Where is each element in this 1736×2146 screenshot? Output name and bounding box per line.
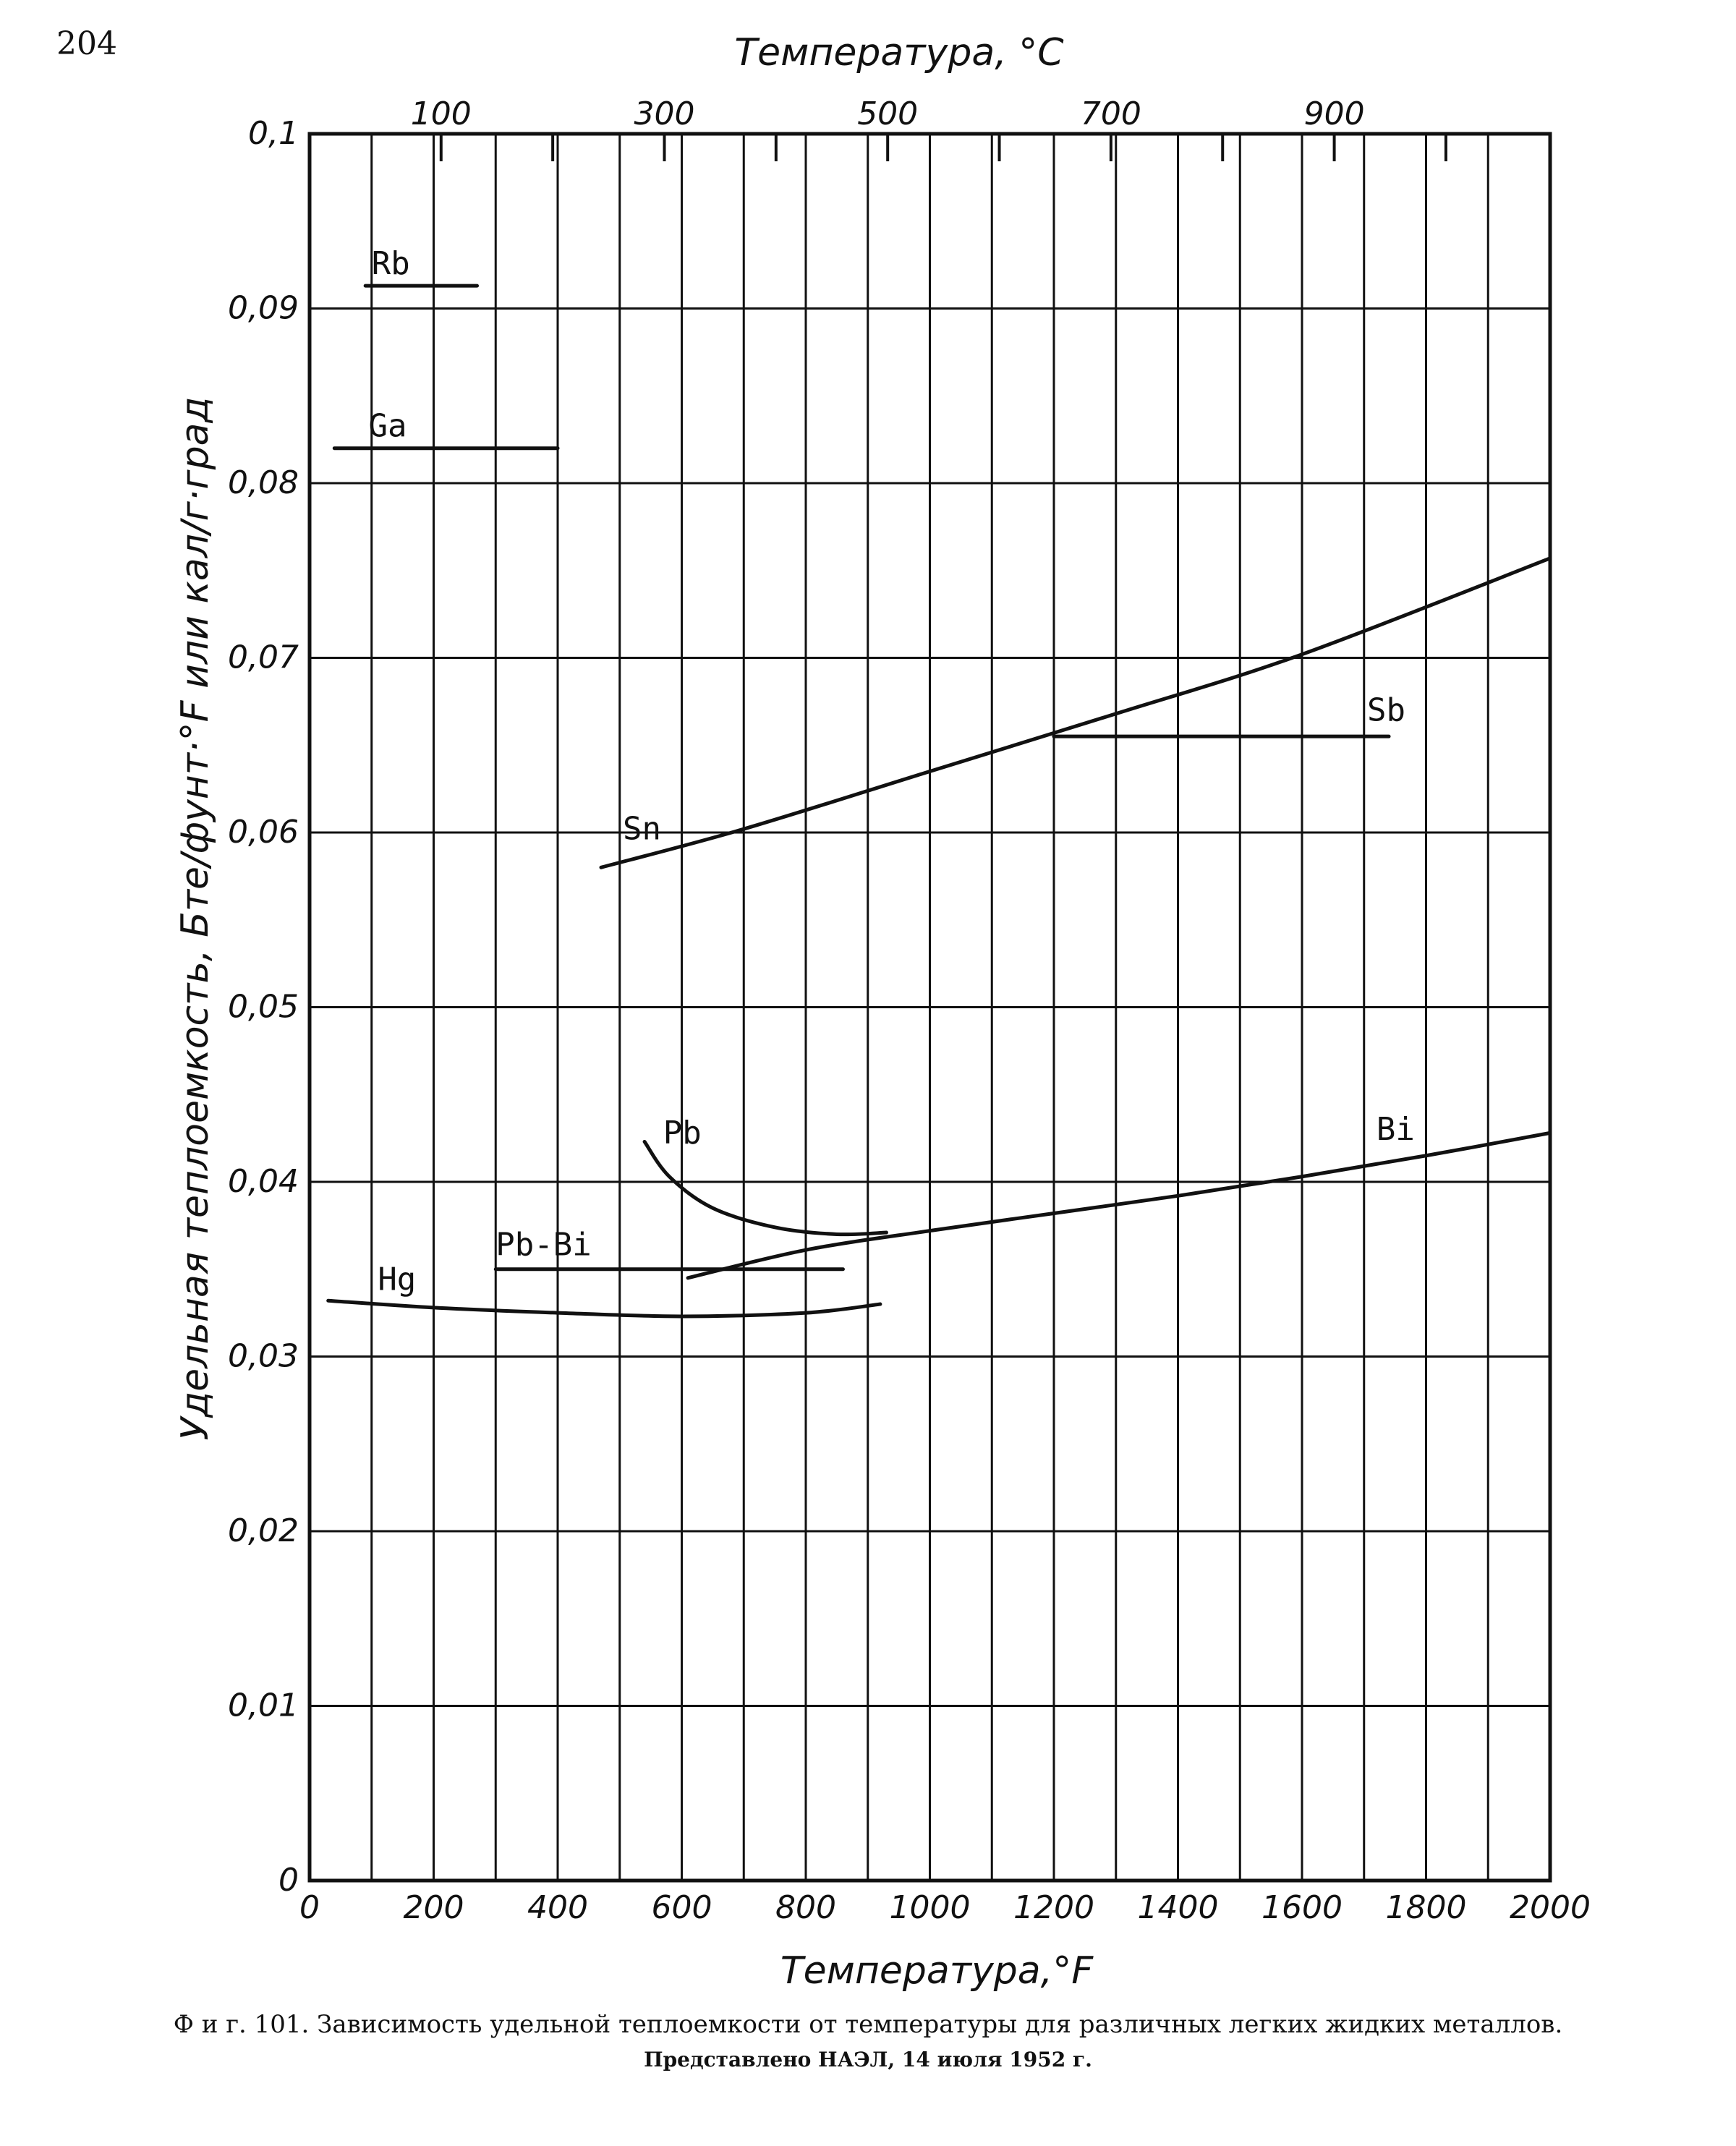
y-tick-label: 0,07 bbox=[228, 639, 299, 676]
y-tick-label: 0,01 bbox=[228, 1687, 299, 1724]
x-tick-label: 1800 bbox=[1386, 1889, 1467, 1926]
series-line-sn bbox=[599, 556, 1552, 869]
y-tick-label: 0,02 bbox=[228, 1512, 299, 1549]
x-tick-labels: 0 200 400 600 800 1000 1200 1400 1600 1800 2000 bbox=[299, 1889, 1591, 1926]
x2-tick-labels: 100 300 500 700 900 bbox=[411, 95, 1365, 132]
y-tick-label: 0,1 bbox=[248, 115, 299, 152]
figure-caption: Ф и г. 101. Зависимость удельной теплоем… bbox=[174, 2010, 1563, 2039]
top-axis-ticks bbox=[439, 134, 1447, 161]
x-tick-label: 400 bbox=[527, 1889, 588, 1926]
x-tick-label: 600 bbox=[652, 1889, 712, 1926]
x2-axis-title: Температура, °C bbox=[734, 31, 1064, 74]
y-tick-label: 0,06 bbox=[228, 814, 299, 851]
y-tick-label: 0,03 bbox=[228, 1338, 299, 1375]
x-tick-label: 200 bbox=[404, 1889, 464, 1926]
x-tick-label: 800 bbox=[775, 1889, 836, 1926]
grid bbox=[310, 134, 1550, 1881]
series-label-ga: Ga bbox=[368, 408, 407, 445]
x2-tick-label: 100 bbox=[411, 95, 472, 132]
x-tick-label: 0 bbox=[299, 1889, 320, 1926]
series-label-sb: Sb bbox=[1367, 691, 1405, 728]
page-number: 204 bbox=[56, 25, 117, 62]
x2-tick-label: 700 bbox=[1081, 95, 1141, 132]
series-label-rb: Rb bbox=[372, 245, 410, 282]
y-tick-label: 0 bbox=[278, 1862, 299, 1899]
y-tick-label: 0,09 bbox=[228, 290, 299, 327]
series-line-pb bbox=[642, 1139, 888, 1237]
x-tick-label: 1000 bbox=[890, 1889, 971, 1926]
figure-caption-note: Представлено НАЭЛ, 14 июля 1952 г. bbox=[644, 2048, 1092, 2072]
x-tick-label: 1200 bbox=[1013, 1889, 1094, 1926]
series-label-sn: Sn bbox=[623, 811, 661, 848]
series-label-bi: Bi bbox=[1377, 1111, 1415, 1148]
x-axis-title: Температура,°F bbox=[780, 1949, 1094, 1993]
series-label-pb: Pb bbox=[663, 1115, 702, 1151]
y-tick-label: 0,04 bbox=[228, 1163, 299, 1200]
x-tick-label: 1400 bbox=[1138, 1889, 1219, 1926]
series-line-bi bbox=[686, 1131, 1552, 1280]
series-line-hg bbox=[326, 1298, 882, 1319]
y-tick-label: 0,05 bbox=[228, 989, 299, 1026]
plot-frame bbox=[307, 132, 1552, 1883]
series-label-pb-bi: Pb-Bi bbox=[495, 1226, 591, 1263]
x-tick-label: 2000 bbox=[1510, 1889, 1591, 1926]
series-label-hg: Hg bbox=[378, 1261, 416, 1298]
y-axis-title: Удельная теплоемкость, Бте/фунт·°F или к… bbox=[174, 397, 217, 1441]
x2-tick-label: 300 bbox=[634, 95, 694, 132]
x-tick-label: 1600 bbox=[1261, 1889, 1343, 1926]
series-layer: Rb Ga Sn Sb Pb Pb-Bi Hg Bi bbox=[326, 245, 1552, 1319]
x2-tick-label: 500 bbox=[857, 95, 918, 132]
y-tick-labels: 0 0,01 0,02 0,03 0,04 0,05 0,06 0,07 0,08 0,09 0,1 bbox=[228, 115, 299, 1899]
y-tick-label: 0,08 bbox=[228, 464, 299, 501]
x2-tick-label: 900 bbox=[1304, 95, 1365, 132]
